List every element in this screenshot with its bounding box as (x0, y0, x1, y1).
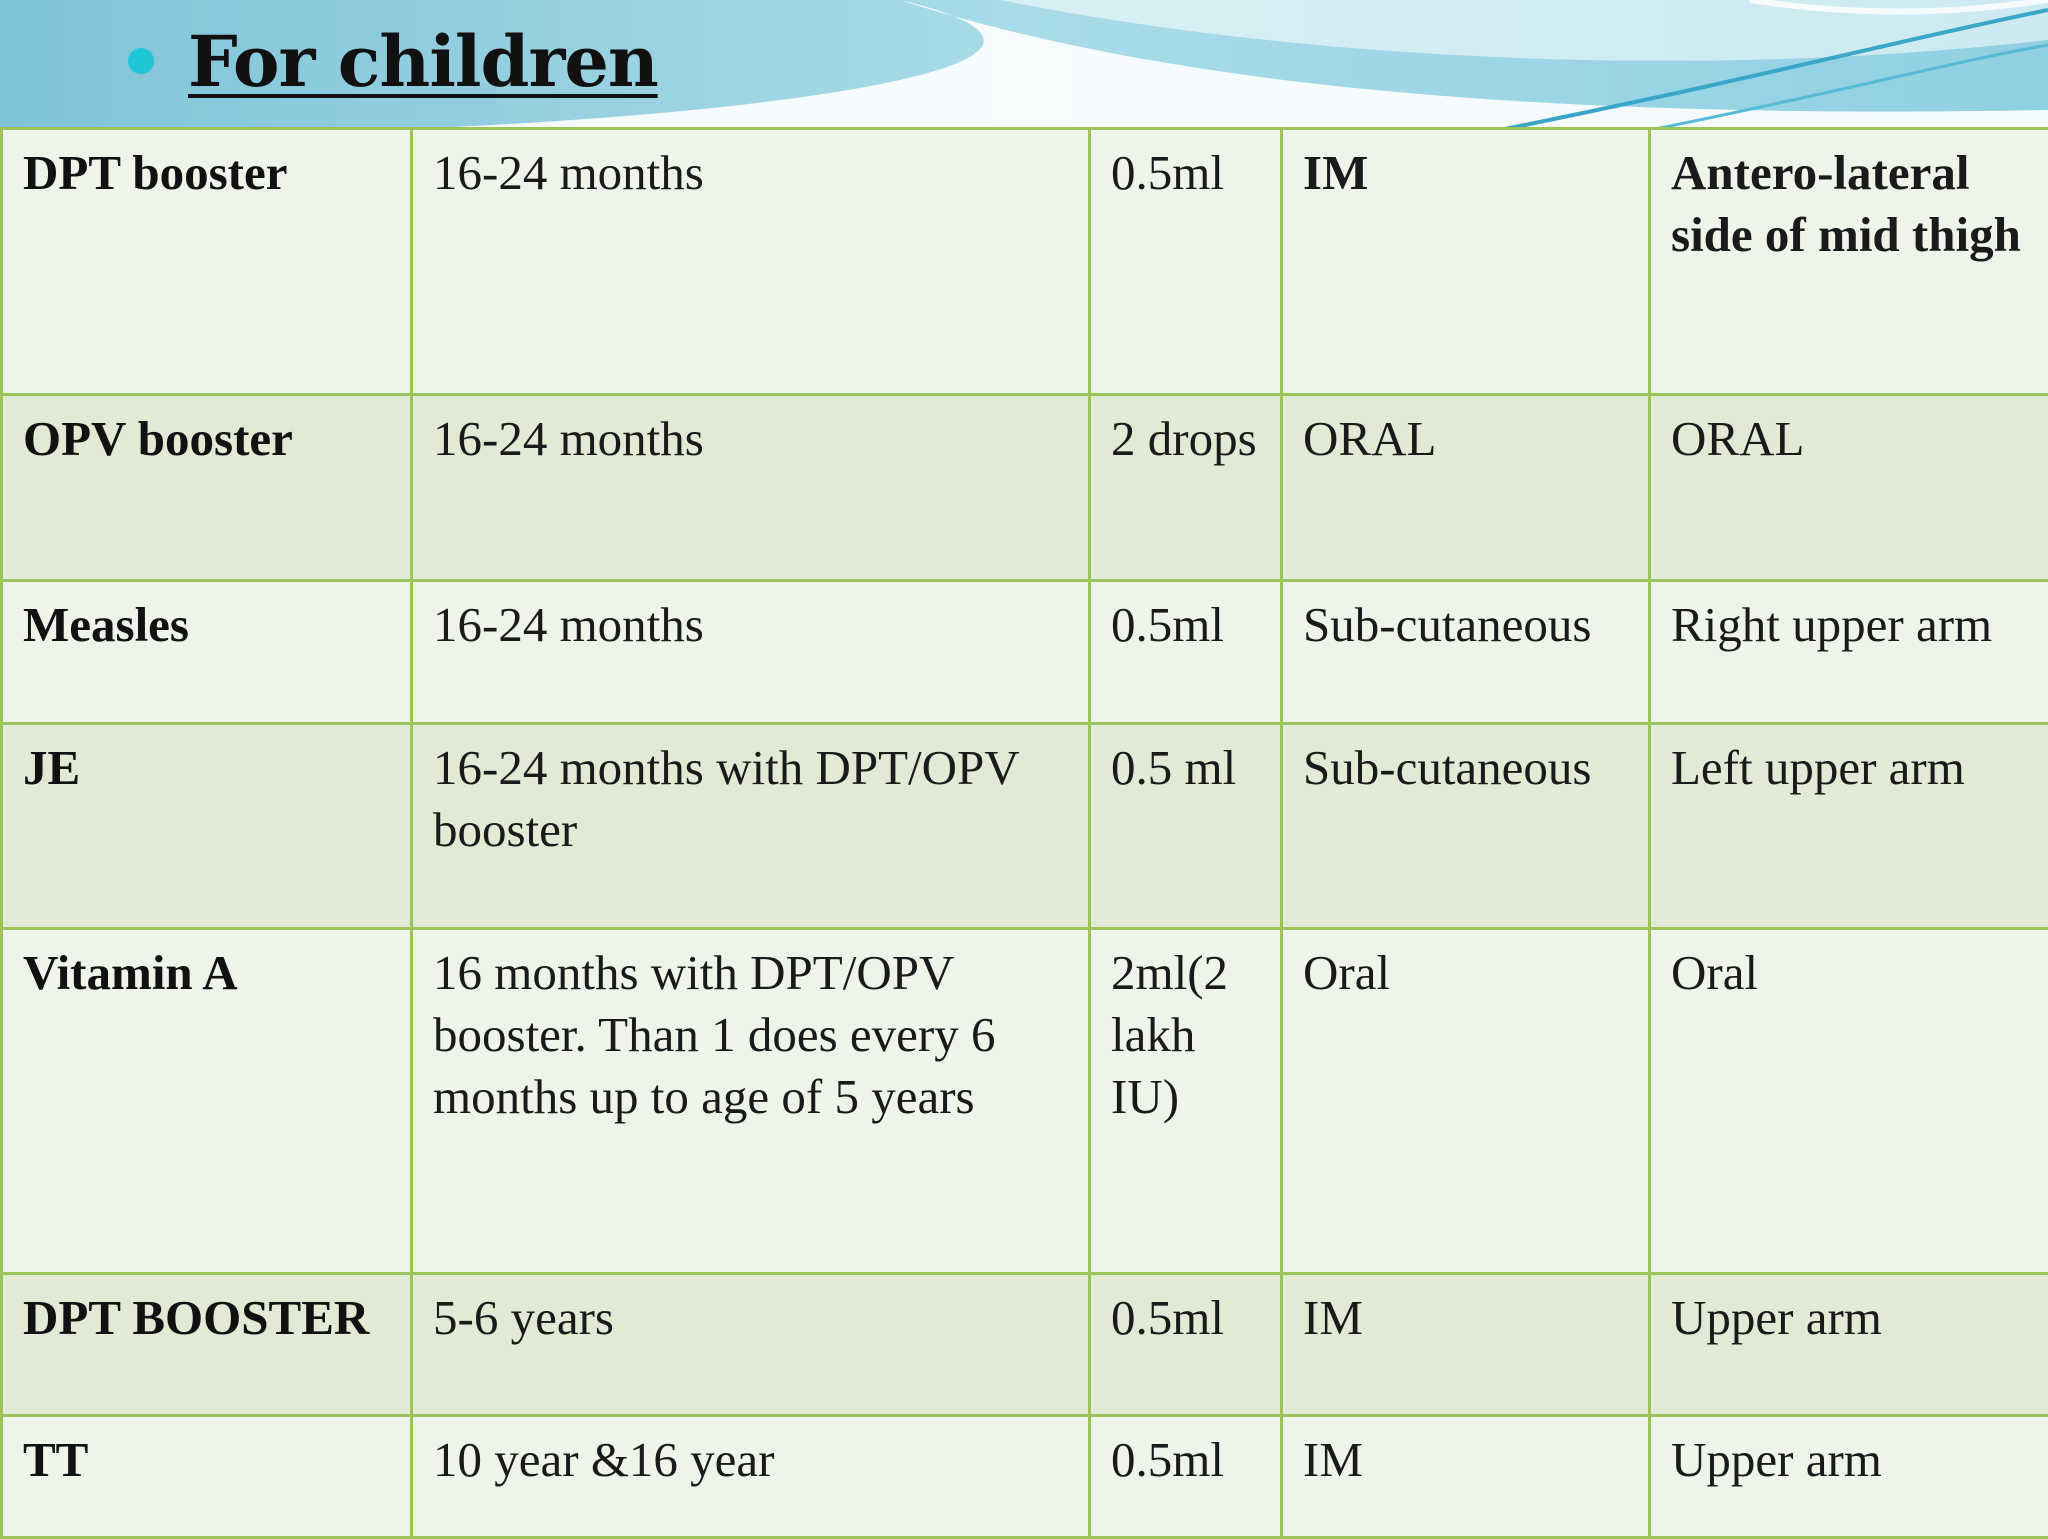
age-cell: 16 months with DPT/OPV booster. Than 1 d… (412, 929, 1090, 1274)
vaccine-cell: JE (2, 724, 412, 929)
dose-cell: 2 drops (1090, 395, 1282, 581)
vaccination-table: DPT booster 16-24 months 0.5ml IM Antero… (0, 127, 2048, 1539)
route-cell: ORAL (1282, 395, 1650, 581)
table-row: JE 16-24 months with DPT/OPV booster 0.5… (2, 724, 2048, 929)
site-cell: Oral (1650, 929, 2048, 1274)
dose-cell: 0.5ml (1090, 581, 1282, 724)
slide-header: For children (0, 0, 2048, 130)
site-cell: ORAL (1650, 395, 2048, 581)
table-row: Measles 16-24 months 0.5ml Sub-cutaneous… (2, 581, 2048, 724)
vaccine-cell: Measles (2, 581, 412, 724)
dose-cell: 0.5 ml (1090, 724, 1282, 929)
age-cell: 16-24 months with DPT/OPV booster (412, 724, 1090, 929)
route-cell: Sub-cutaneous (1282, 581, 1650, 724)
route-cell: Sub-cutaneous (1282, 724, 1650, 929)
dose-cell: 0.5ml (1090, 1416, 1282, 1538)
site-cell: Upper arm (1650, 1416, 2048, 1538)
route-cell: IM (1282, 1274, 1650, 1416)
bullet-icon (128, 48, 154, 74)
route-cell: IM (1282, 1416, 1650, 1538)
route-cell: Oral (1282, 929, 1650, 1274)
site-cell: Antero-lateral side of mid thigh (1650, 129, 2048, 395)
vaccine-cell: OPV booster (2, 395, 412, 581)
table-row: TT 10 year &16 year 0.5ml IM Upper arm (2, 1416, 2048, 1538)
age-cell: 16-24 months (412, 581, 1090, 724)
title-row: For children (128, 6, 658, 116)
vaccine-cell: DPT booster (2, 129, 412, 395)
table-row: DPT BOOSTER 5-6 years 0.5ml IM Upper arm (2, 1274, 2048, 1416)
age-cell: 16-24 months (412, 129, 1090, 395)
route-cell: IM (1282, 129, 1650, 395)
table-row: OPV booster 16-24 months 2 drops ORAL OR… (2, 395, 2048, 581)
age-cell: 16-24 months (412, 395, 1090, 581)
vaccine-cell: DPT BOOSTER (2, 1274, 412, 1416)
site-cell: Left upper arm (1650, 724, 2048, 929)
vaccine-cell: Vitamin A (2, 929, 412, 1274)
table-row: DPT booster 16-24 months 0.5ml IM Antero… (2, 129, 2048, 395)
dose-cell: 2ml(2 lakh IU) (1090, 929, 1282, 1274)
site-cell: Right upper arm (1650, 581, 2048, 724)
dose-cell: 0.5ml (1090, 129, 1282, 395)
slide-title: For children (188, 20, 658, 103)
age-cell: 10 year &16 year (412, 1416, 1090, 1538)
dose-cell: 0.5ml (1090, 1274, 1282, 1416)
vaccine-cell: TT (2, 1416, 412, 1538)
table-row: Vitamin A 16 months with DPT/OPV booster… (2, 929, 2048, 1274)
age-cell: 5-6 years (412, 1274, 1090, 1416)
site-cell: Upper arm (1650, 1274, 2048, 1416)
